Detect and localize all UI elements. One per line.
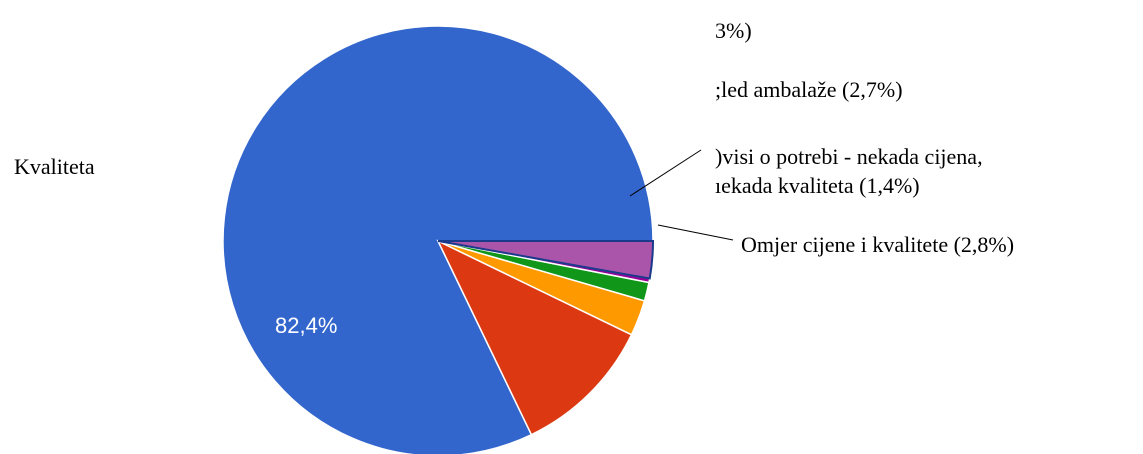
legend-label-ovisi-line2: ıekada kvaliteta (1,4%) <box>715 173 920 198</box>
legend-label-clipped: 3%) <box>715 18 752 43</box>
legend-label-ovisi-line1: )visi o potrebi - nekada cijena, <box>715 144 983 169</box>
leader-line-ovisi <box>629 149 702 197</box>
data-label-kvaliteta: 82,4% <box>275 313 337 338</box>
legend-label-omjer: Omjer cijene i kvalitete (2,8%) <box>741 232 1014 257</box>
leader-line-omjer <box>657 224 734 241</box>
pie-slice-5 <box>437 240 655 280</box>
legend-label-kvaliteta: Kvaliteta <box>14 154 95 179</box>
pie-slice-1 <box>436 239 633 436</box>
pie-slices <box>222 25 655 454</box>
legend-label-izgled-ambalaze: ;led ambalaže (2,7%) <box>715 77 903 102</box>
